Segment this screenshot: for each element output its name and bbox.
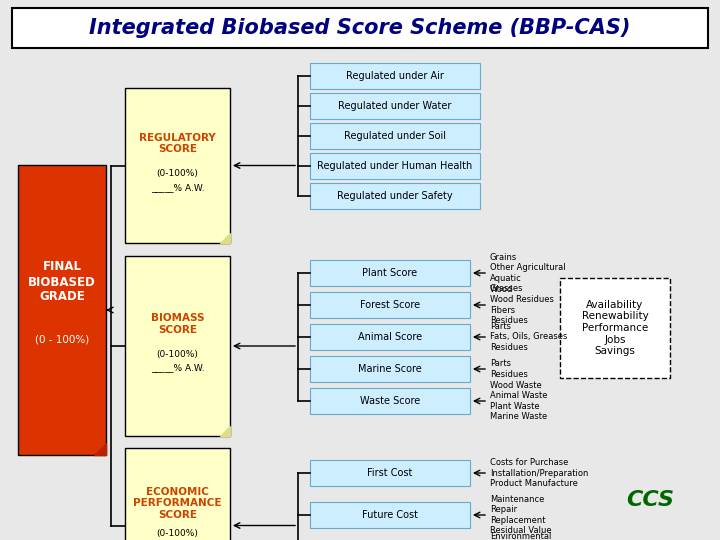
Text: Plant Score: Plant Score [362, 268, 418, 278]
Text: (0-100%): (0-100%) [156, 169, 199, 178]
Bar [310, 123, 480, 149]
Bar [310, 260, 470, 286]
Text: Regulated under Human Health: Regulated under Human Health [318, 161, 472, 171]
Text: (0-100%): (0-100%) [156, 529, 199, 538]
Bar [310, 324, 470, 350]
Text: Regulated under Air: Regulated under Air [346, 71, 444, 81]
Text: Maintenance
Repair
Replacement
Residual Value: Maintenance Repair Replacement Residual … [490, 495, 552, 535]
Bar [310, 292, 470, 318]
Text: _____% A.W.: _____% A.W. [150, 363, 204, 373]
Text: Marine Score: Marine Score [358, 364, 422, 374]
Bar [310, 93, 480, 119]
Polygon shape [220, 233, 230, 243]
Polygon shape [94, 443, 106, 455]
Text: Environmental
Health
Safety
Regulatory
Biomass: Environmental Health Safety Regulatory B… [490, 532, 552, 540]
Text: Waste Score: Waste Score [360, 396, 420, 406]
Text: CCS: CCS [626, 490, 674, 510]
Bar [310, 183, 480, 209]
Text: Regulated under Water: Regulated under Water [338, 101, 451, 111]
Bar [18, 165, 106, 455]
Text: Wood Waste
Animal Waste
Plant Waste
Marine Waste: Wood Waste Animal Waste Plant Waste Mari… [490, 381, 547, 421]
Text: Availability
Renewability
Performance
Jobs
Savings: Availability Renewability Performance Jo… [582, 300, 649, 356]
Bar [310, 63, 480, 89]
Text: ECONOMIC
PERFORMANCE
SCORE: ECONOMIC PERFORMANCE SCORE [133, 487, 222, 520]
Bar [310, 502, 470, 528]
Text: Forest Score: Forest Score [360, 300, 420, 310]
Polygon shape [220, 426, 230, 436]
Text: First Cost: First Cost [367, 468, 413, 478]
Text: Regulated under Soil: Regulated under Soil [344, 131, 446, 141]
Text: BIOMASS
SCORE: BIOMASS SCORE [150, 313, 204, 335]
Text: Animal Score: Animal Score [358, 332, 422, 342]
Bar [310, 460, 470, 486]
Text: Parts
Residues: Parts Residues [490, 359, 528, 379]
Text: Integrated Biobased Score Scheme (BBP-CAS): Integrated Biobased Score Scheme (BBP-CA… [89, 18, 631, 38]
Text: (0 - 100%): (0 - 100%) [35, 335, 89, 345]
Text: REGULATORY
SCORE: REGULATORY SCORE [139, 133, 216, 154]
Text: Regulated under Safety: Regulated under Safety [337, 191, 453, 201]
Text: FINAL
BIOBASED
GRADE: FINAL BIOBASED GRADE [28, 260, 96, 303]
Text: Future Cost: Future Cost [362, 510, 418, 520]
Text: _____% A.W.: _____% A.W. [150, 183, 204, 192]
Bar [12, 8, 708, 48]
Bar [310, 356, 470, 382]
Bar [125, 448, 230, 540]
Text: Costs for Purchase
Installation/Preparation
Product Manufacture: Costs for Purchase Installation/Preparat… [490, 458, 588, 488]
Text: Parts
Fats, Oils, Greases
Residues: Parts Fats, Oils, Greases Residues [490, 322, 567, 352]
Text: Wood
Wood Residues
Fibers
Residues: Wood Wood Residues Fibers Residues [490, 285, 554, 325]
Bar [310, 388, 470, 414]
Text: (0-100%): (0-100%) [156, 349, 199, 359]
Bar [560, 278, 670, 378]
Bar [125, 256, 230, 436]
Bar [125, 88, 230, 243]
Bar [310, 153, 480, 179]
Text: Grains
Other Agricultural
Aquatic
Grasses: Grains Other Agricultural Aquatic Grasse… [490, 253, 566, 293]
